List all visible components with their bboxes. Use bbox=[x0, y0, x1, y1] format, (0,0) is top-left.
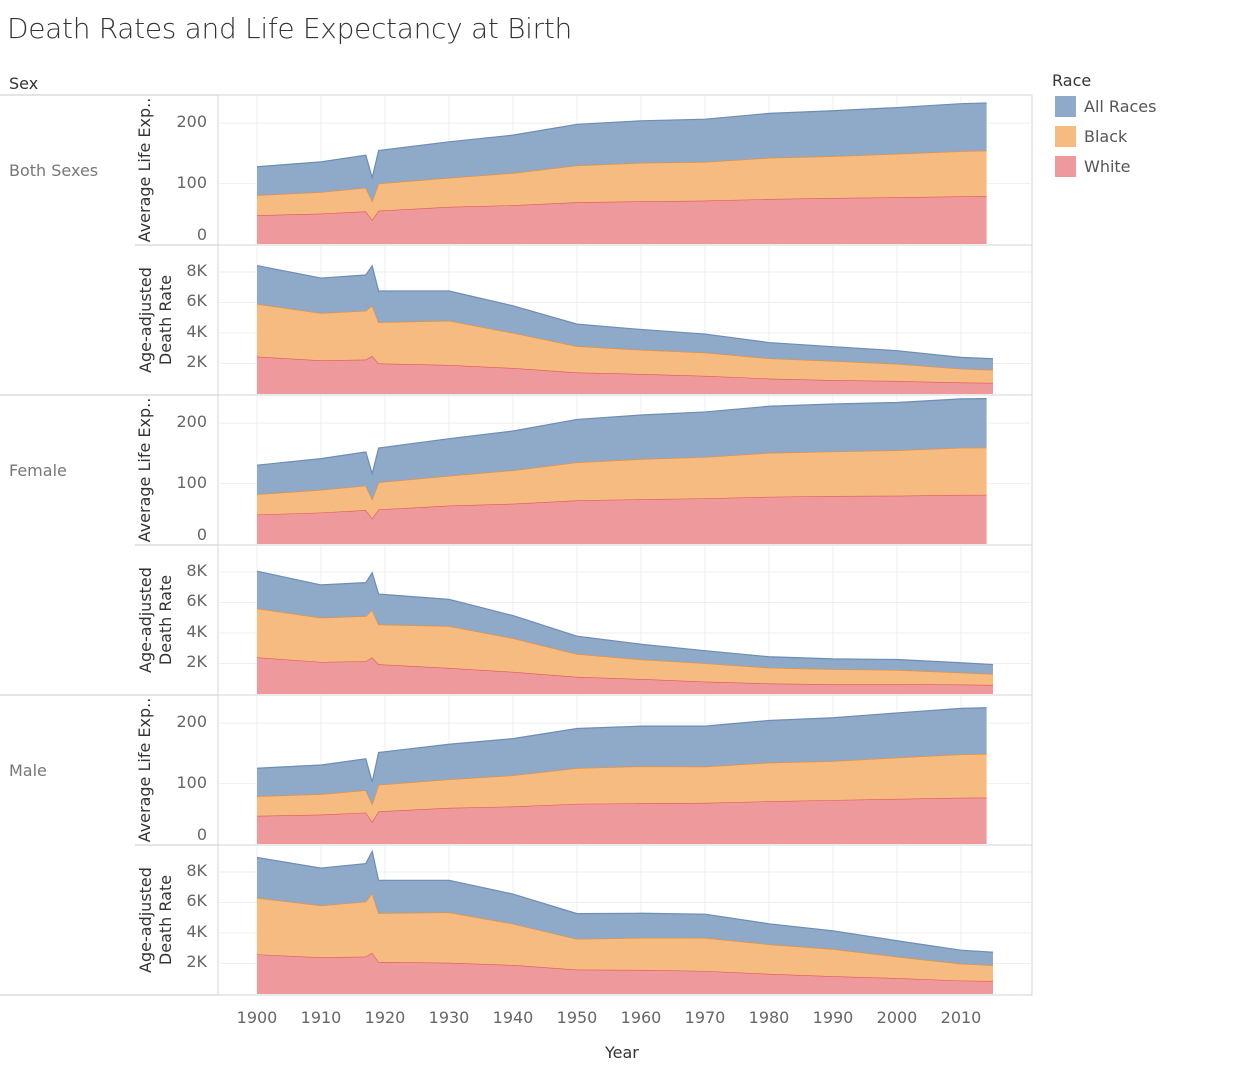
area-black bbox=[257, 150, 987, 220]
y-tick-label: 4K bbox=[186, 621, 207, 641]
y-tick-label: 100 bbox=[176, 772, 207, 792]
y-tick-label: 8K bbox=[186, 860, 207, 880]
y-tick-label: 2K bbox=[186, 352, 207, 372]
y-axis-title-line: Age-adjusted bbox=[136, 867, 155, 973]
y-tick-label: 0 bbox=[196, 225, 207, 244]
y-axis-title-line: Age-adjusted bbox=[136, 567, 155, 673]
legend-item-black[interactable]: Black bbox=[1055, 125, 1127, 147]
y-tick-label: 2K bbox=[186, 952, 207, 972]
area-all-races bbox=[257, 102, 987, 202]
area-white bbox=[257, 657, 993, 694]
y-tick-label: 8K bbox=[186, 260, 207, 280]
y-tick-label: 100 bbox=[176, 172, 207, 192]
y-tick-label: 8K bbox=[186, 560, 207, 580]
x-tick-label: 1950 bbox=[556, 1008, 598, 1027]
y-tick-label: 4K bbox=[186, 921, 207, 941]
x-tick-label: 2010 bbox=[940, 1008, 982, 1027]
x-tick-label: 1910 bbox=[300, 1008, 342, 1027]
y-axis-title-line: Death Rate bbox=[156, 874, 175, 966]
line-all-races bbox=[256, 102, 987, 180]
area-all-races bbox=[257, 707, 987, 805]
y-tick-label: 2K bbox=[186, 652, 207, 672]
area-all-races bbox=[257, 398, 987, 500]
row-label-male: Male bbox=[9, 761, 47, 780]
x-tick-label: 1990 bbox=[812, 1008, 854, 1027]
y-axis-title: Age-adjusted Death Rate bbox=[136, 545, 176, 695]
area-all-races bbox=[257, 851, 993, 966]
x-tick-label: 1960 bbox=[620, 1008, 662, 1027]
y-axis-title-line: Age-adjusted bbox=[136, 267, 155, 373]
area-black bbox=[257, 447, 987, 519]
y-axis-title: Average Life Exp.. bbox=[135, 397, 154, 543]
line-all-races bbox=[256, 570, 994, 666]
line-all-races bbox=[256, 397, 987, 476]
area-black bbox=[257, 893, 993, 982]
area-black bbox=[257, 753, 987, 822]
line-all-races bbox=[256, 264, 994, 360]
area-white bbox=[257, 196, 987, 244]
y-tick-label: 6K bbox=[186, 591, 207, 611]
x-tick-label: 1930 bbox=[428, 1008, 470, 1027]
legend-label: White bbox=[1084, 156, 1131, 176]
legend-label: Black bbox=[1084, 126, 1128, 146]
y-axis-title-line: Death Rate bbox=[156, 274, 175, 366]
row-label-female: Female bbox=[9, 461, 67, 480]
row-label-both-sexes: Both Sexes bbox=[9, 161, 99, 180]
y-tick-label: 6K bbox=[186, 891, 207, 911]
legend-item-all-races[interactable]: All Races bbox=[1055, 95, 1156, 117]
row-header-sex: Sex bbox=[9, 74, 39, 93]
x-tick-label: 1940 bbox=[492, 1008, 534, 1027]
y-tick-label: 0 bbox=[196, 825, 207, 844]
area-all-races bbox=[257, 571, 993, 675]
x-axis-title: Year bbox=[605, 1043, 639, 1062]
y-axis-title: Average Life Exp.. bbox=[135, 97, 154, 243]
legend-swatch bbox=[1055, 95, 1076, 117]
y-axis-title-line: Death Rate bbox=[156, 574, 175, 666]
area-all-races bbox=[257, 265, 993, 370]
legend-swatch bbox=[1055, 125, 1076, 147]
area-black bbox=[257, 608, 993, 685]
y-tick-label: 100 bbox=[176, 472, 207, 492]
y-tick-label: 200 bbox=[176, 712, 207, 732]
x-tick-label: 1980 bbox=[748, 1008, 790, 1027]
chart-title: Death Rates and Life Expectancy at Birth bbox=[7, 12, 572, 45]
x-tick-label: 1920 bbox=[364, 1008, 406, 1027]
y-tick-label: 200 bbox=[176, 112, 207, 132]
x-tick-label: 1900 bbox=[236, 1008, 278, 1027]
legend-item-white[interactable]: White bbox=[1055, 155, 1131, 177]
y-tick-label: 6K bbox=[186, 291, 207, 311]
x-tick-label: 2000 bbox=[876, 1008, 918, 1027]
y-axis-title: Age-adjusted Death Rate bbox=[136, 245, 176, 395]
area-black bbox=[257, 303, 993, 383]
y-tick-label: 4K bbox=[186, 321, 207, 341]
area-white bbox=[257, 494, 987, 544]
area-white bbox=[257, 797, 987, 844]
legend-title: Race bbox=[1052, 71, 1092, 90]
legend-label: All Races bbox=[1084, 96, 1157, 116]
legend-swatch bbox=[1055, 155, 1076, 177]
y-axis-title: Average Life Exp.. bbox=[135, 697, 154, 843]
y-axis-title: Age-adjusted Death Rate bbox=[136, 845, 176, 995]
line-all-races bbox=[256, 707, 987, 783]
x-tick-label: 1970 bbox=[684, 1008, 726, 1027]
line-all-races bbox=[256, 849, 994, 953]
y-tick-label: 0 bbox=[196, 525, 207, 544]
y-tick-label: 200 bbox=[176, 412, 207, 432]
